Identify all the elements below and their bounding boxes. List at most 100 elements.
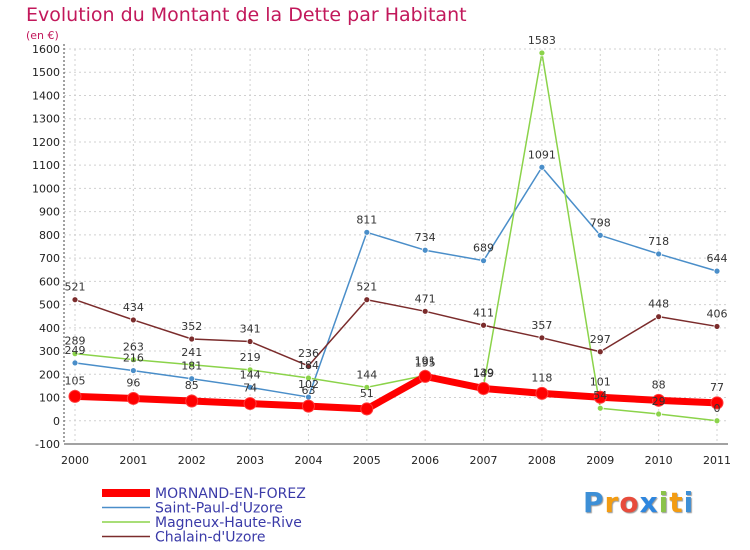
data-point: [538, 49, 546, 57]
data-point: [188, 361, 196, 369]
data-label: 448: [648, 298, 669, 311]
data-point: [188, 375, 196, 383]
data-point: [246, 338, 254, 345]
x-tick-label: 2007: [470, 454, 498, 467]
data-labels: 249 216 181 144 102 811 734 689 1091 798 718 644 289…: [65, 34, 728, 415]
data-label: 811: [356, 213, 377, 226]
logo-letter: i: [683, 486, 695, 519]
data-label: 102: [298, 378, 319, 391]
data-point: [713, 323, 721, 330]
data-point: [129, 356, 137, 364]
data-label: 118: [531, 371, 552, 384]
data-label: 216: [123, 352, 144, 365]
data-label: 184: [298, 359, 319, 372]
data-label: 734: [415, 231, 436, 244]
data-label: 144: [240, 368, 261, 381]
y-tick-label: 700: [39, 252, 60, 265]
y-tick-label: 1100: [32, 159, 60, 172]
data-point: [305, 362, 312, 370]
y-tick-label: 400: [39, 322, 60, 335]
data-point: [596, 231, 604, 239]
data-point: [363, 296, 371, 304]
data-label: 1583: [528, 34, 556, 47]
x-tick-label: 2004: [294, 454, 322, 467]
y-tick-label: 1600: [32, 43, 60, 56]
data-label: 54: [593, 389, 607, 402]
data-point: [480, 257, 487, 265]
grid-lines: [64, 48, 728, 445]
data-label: 219: [240, 351, 261, 364]
x-tick-label: 2006: [411, 454, 439, 467]
legend-label: Chalain-d'Uzore: [155, 530, 265, 546]
logo-letter: x: [639, 486, 659, 519]
data-point: [421, 246, 429, 254]
y-tick-label: 300: [39, 345, 60, 358]
data-label: 77: [710, 381, 724, 394]
data-label: 718: [648, 235, 669, 248]
series-line-1: [74, 52, 718, 422]
data-point: [363, 228, 371, 236]
y-tick-label: -100: [35, 438, 60, 451]
data-label: 51: [360, 387, 374, 400]
data-point: [652, 393, 666, 407]
data-point: [68, 389, 82, 403]
data-label: 798: [590, 216, 611, 229]
data-label: 149: [473, 367, 494, 380]
data-label: 96: [126, 376, 140, 389]
y-tick-label: 200: [39, 368, 60, 381]
y-tick-label: 900: [39, 206, 60, 219]
plot-area: [64, 49, 728, 444]
data-point: [596, 348, 604, 356]
data-point: [710, 396, 724, 410]
y-tick-label: 1200: [32, 136, 60, 149]
data-label: 357: [531, 319, 552, 332]
y-tick-label: 800: [39, 229, 60, 242]
data-point: [596, 404, 604, 412]
data-label: 181: [181, 360, 202, 373]
data-point: [246, 383, 254, 391]
y-tick-label: 1400: [32, 89, 60, 102]
data-point: [593, 390, 607, 404]
x-tick-label: 2011: [703, 454, 731, 467]
data-label: 0: [714, 402, 721, 415]
data-point: [363, 383, 371, 391]
data-label: 644: [707, 252, 728, 265]
logo-letter: r: [604, 486, 620, 519]
x-tick-label: 2003: [236, 454, 264, 467]
logo-letter: P: [583, 486, 605, 519]
y-tick-label: 600: [39, 275, 60, 288]
series-line-3: [71, 372, 721, 413]
data-point: [129, 316, 137, 324]
data-label: 236: [298, 347, 319, 360]
axes: -100 0 100 200 300 400 500 600 700 800 900 1000 1100…: [32, 43, 731, 467]
series-line-2: [74, 298, 718, 367]
data-label: 101: [590, 375, 611, 388]
data-point: [655, 410, 663, 418]
data-point: [71, 359, 79, 367]
data-label: 241: [181, 346, 202, 359]
series-lines: [68, 49, 724, 425]
data-point: [301, 399, 315, 413]
logo-letter: o: [619, 486, 640, 519]
y-tick-label: 1500: [32, 66, 60, 79]
data-point: [126, 391, 140, 405]
data-point: [713, 417, 721, 425]
y-tick-label: 500: [39, 299, 60, 312]
data-label: 105: [65, 374, 86, 387]
data-label: 352: [181, 320, 202, 333]
data-point: [655, 250, 663, 258]
data-label: 289: [65, 335, 86, 348]
data-label: 29: [652, 395, 666, 408]
data-point: [71, 296, 79, 304]
data-point: [655, 313, 663, 321]
y-tick-label: 100: [39, 392, 60, 405]
data-point: [480, 321, 487, 329]
legend-label: MORNAND-EN-FOREZ: [155, 486, 306, 502]
data-point: [185, 394, 199, 408]
legend-label: Saint-Paul-d'Uzore: [155, 501, 283, 517]
logo-letter: t: [669, 486, 684, 519]
legend-label: Magneux-Haute-Rive: [155, 515, 302, 531]
data-point: [535, 386, 549, 400]
x-tick-label: 2002: [178, 454, 206, 467]
